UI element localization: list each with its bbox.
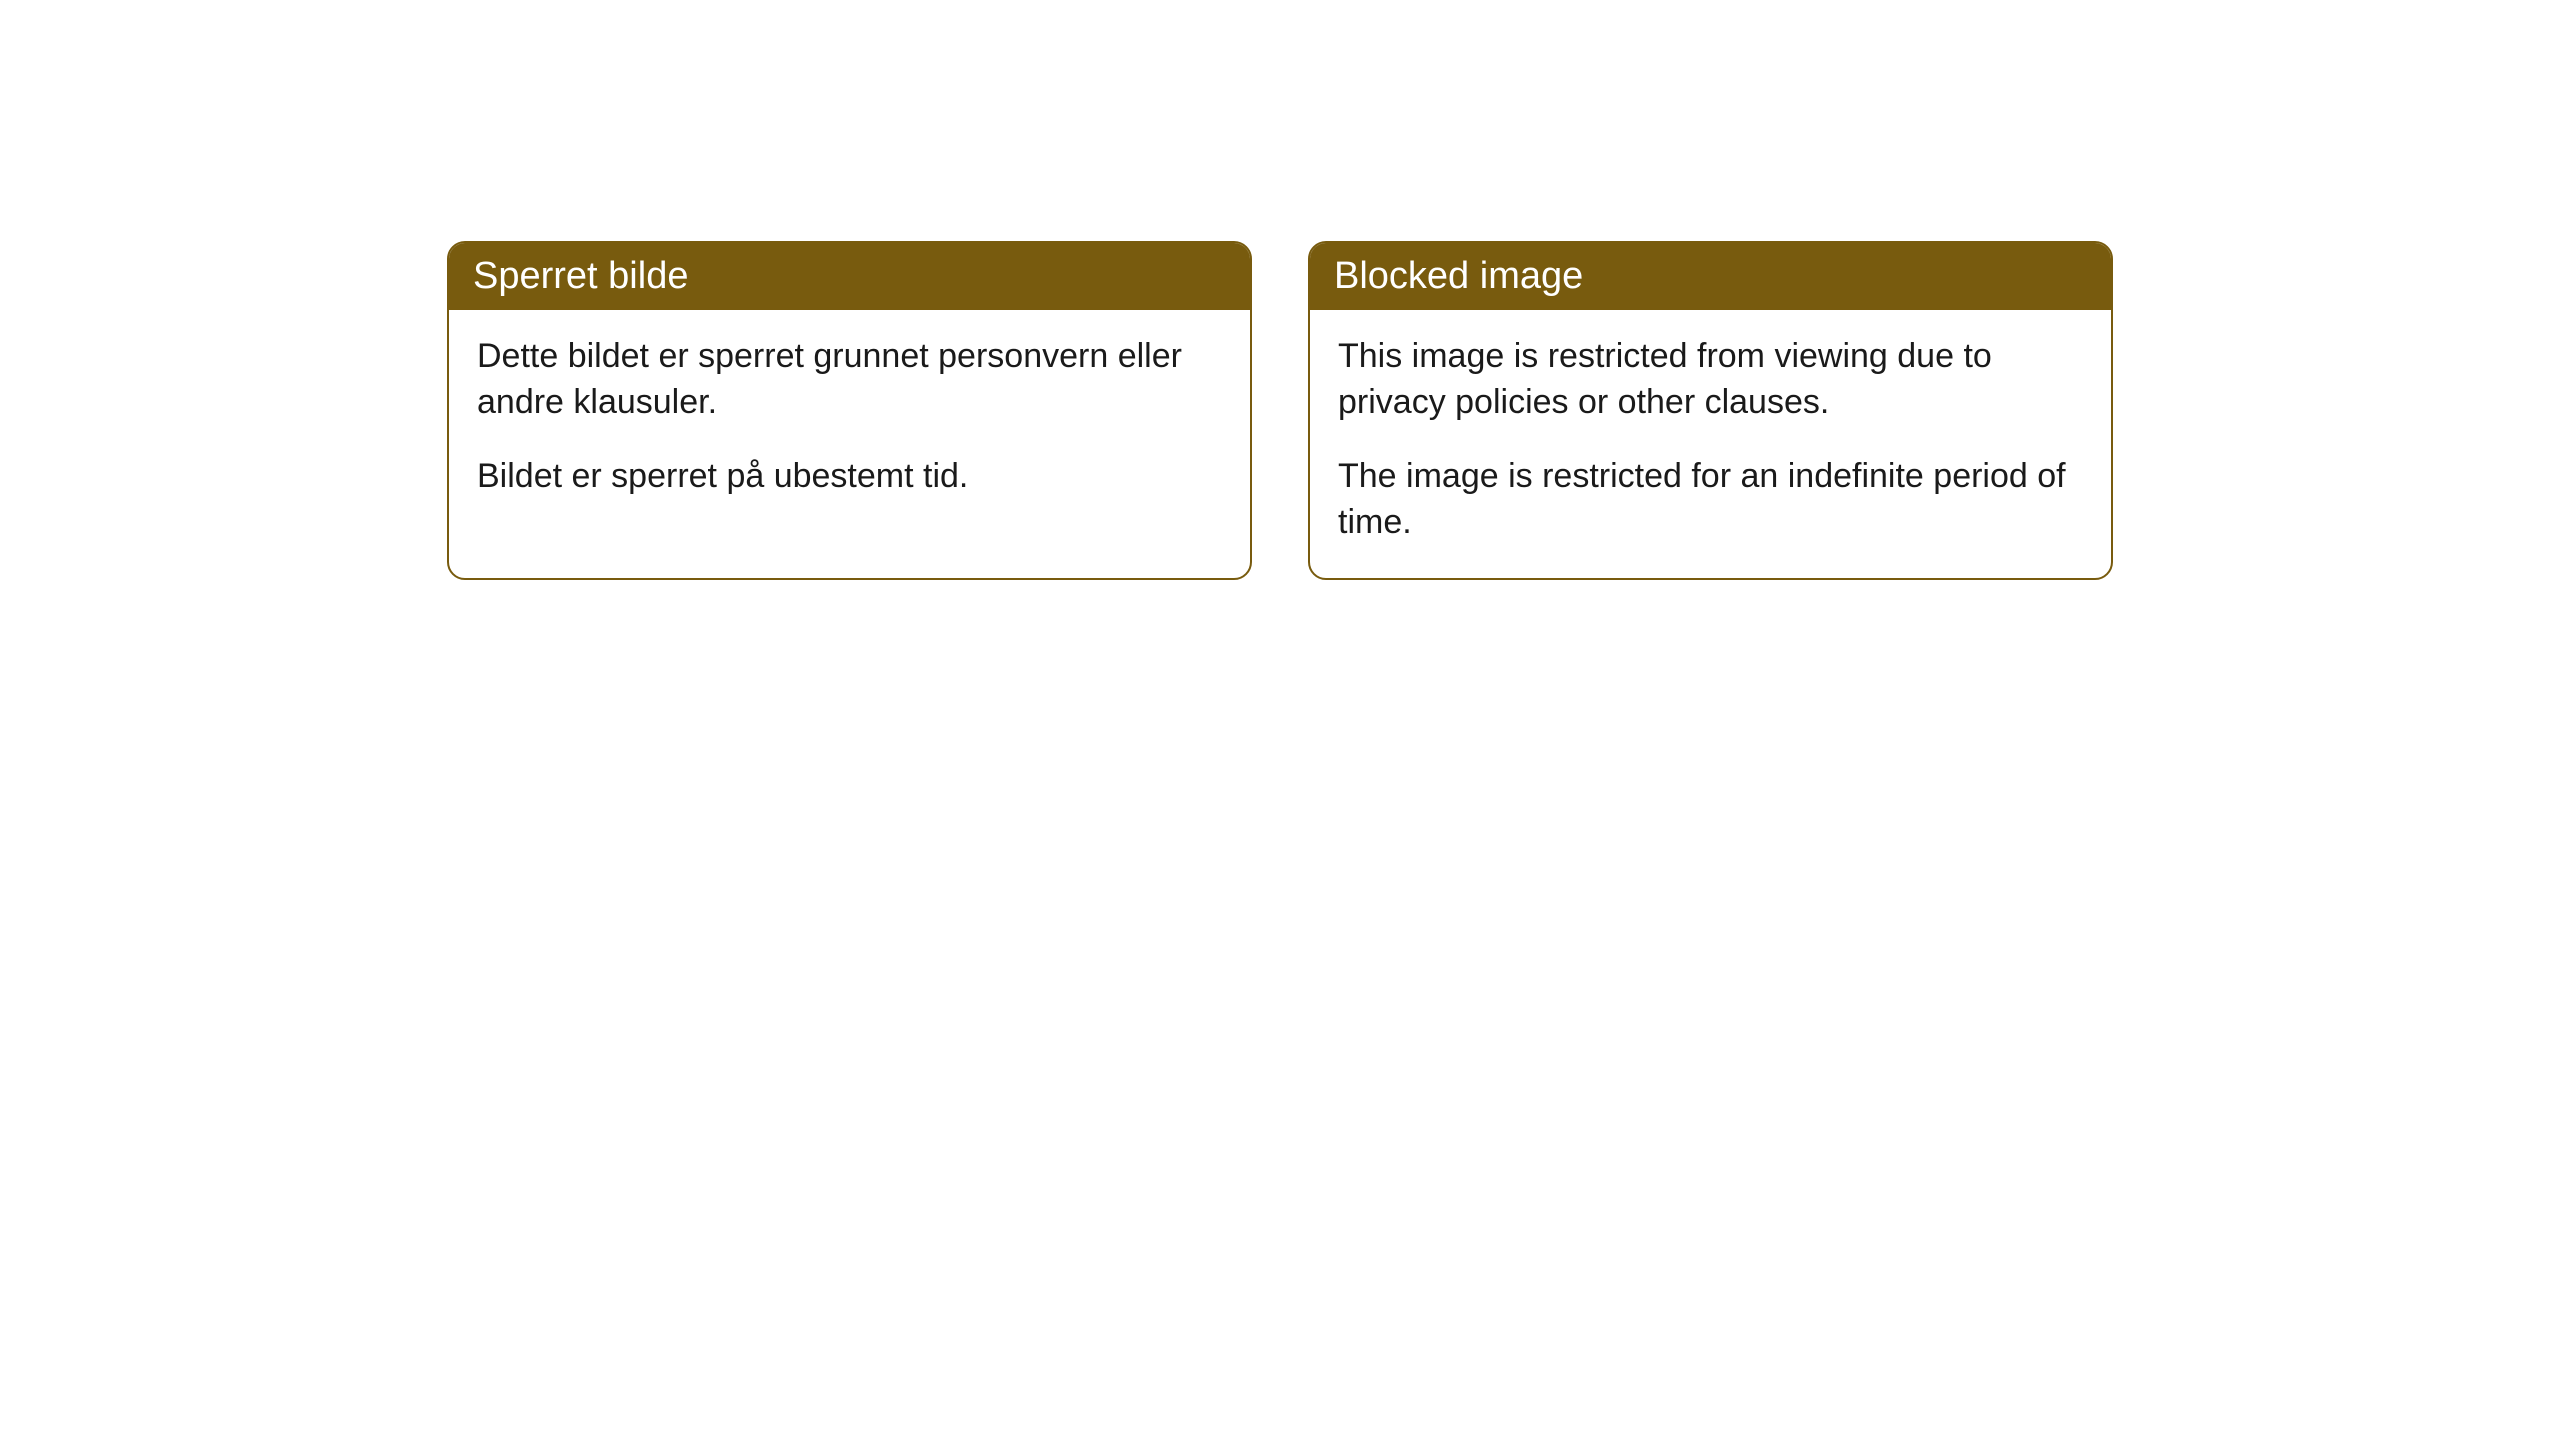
- blocked-image-card-en: Blocked image This image is restricted f…: [1308, 241, 2113, 580]
- card-body-no: Dette bildet er sperret grunnet personve…: [449, 310, 1250, 532]
- card-header-no: Sperret bilde: [449, 243, 1250, 310]
- card-text-en-1: This image is restricted from viewing du…: [1338, 334, 2083, 426]
- card-header-en: Blocked image: [1310, 243, 2111, 310]
- cards-container: Sperret bilde Dette bildet er sperret gr…: [447, 241, 2113, 580]
- card-text-en-2: The image is restricted for an indefinit…: [1338, 454, 2083, 546]
- blocked-image-card-no: Sperret bilde Dette bildet er sperret gr…: [447, 241, 1252, 580]
- card-title-en: Blocked image: [1334, 255, 1583, 297]
- card-title-no: Sperret bilde: [473, 255, 688, 297]
- card-body-en: This image is restricted from viewing du…: [1310, 310, 2111, 578]
- card-text-no-1: Dette bildet er sperret grunnet personve…: [477, 334, 1222, 426]
- card-text-no-2: Bildet er sperret på ubestemt tid.: [477, 454, 1222, 500]
